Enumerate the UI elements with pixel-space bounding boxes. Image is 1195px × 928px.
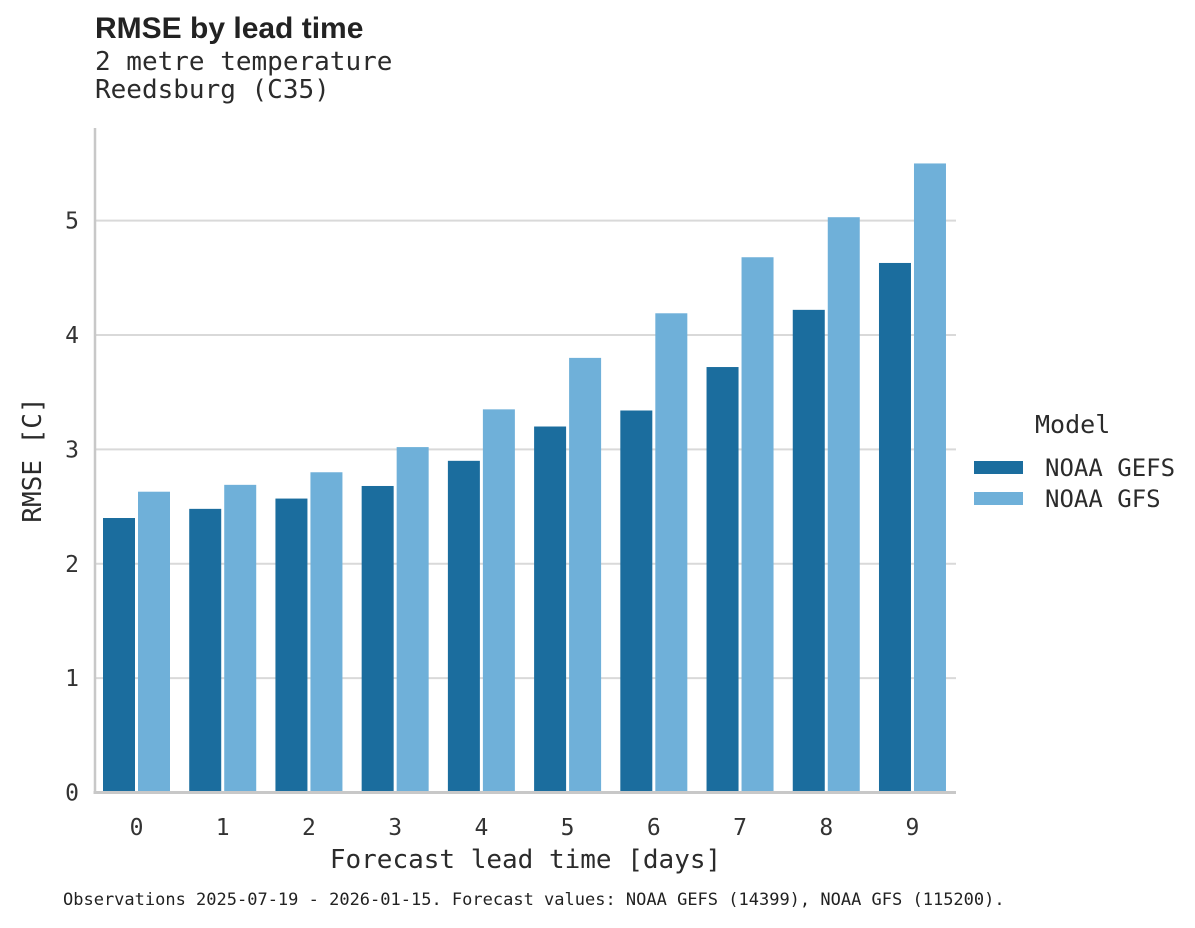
bar-noaa-gfs-day-4 bbox=[482, 409, 515, 793]
legend-swatch-gfs-icon bbox=[974, 492, 1023, 505]
chart-subtitle-location: Reedsburg (C35) bbox=[95, 75, 330, 105]
bar-noaa-gfs-day-0 bbox=[138, 491, 170, 793]
chart-title: RMSE by lead time bbox=[95, 12, 364, 45]
bar-noaa-gefs-day-2 bbox=[275, 498, 308, 793]
bar-noaa-gefs-day-4 bbox=[447, 460, 480, 793]
bar-noaa-gfs-day-3 bbox=[396, 447, 429, 793]
legend-title: Model bbox=[1035, 410, 1111, 439]
x-tick-label-9: 9 bbox=[906, 815, 920, 841]
legend: Model NOAA GEFS NOAA GFS bbox=[974, 410, 1175, 514]
caption: Observations 2025-07-19 - 2026-01-15. Fo… bbox=[63, 890, 1005, 910]
x-tick-label-6: 6 bbox=[647, 815, 661, 841]
legend-item-noaa-gfs: NOAA GFS bbox=[974, 483, 1175, 514]
y-axis-title: RMSE [C] bbox=[18, 397, 48, 523]
bar-noaa-gefs-day-8 bbox=[792, 309, 825, 793]
bar-noaa-gfs-day-8 bbox=[827, 217, 860, 793]
bar-noaa-gefs-day-5 bbox=[534, 426, 567, 793]
x-tick-label-5: 5 bbox=[561, 815, 575, 841]
legend-label-gefs: NOAA GEFS bbox=[1045, 453, 1176, 482]
bar-noaa-gfs-day-6 bbox=[655, 313, 688, 793]
bar-noaa-gfs-day-1 bbox=[224, 484, 257, 793]
bar-noaa-gefs-day-7 bbox=[706, 367, 739, 793]
bar-noaa-gefs-day-1 bbox=[189, 508, 222, 793]
chart-subtitle-variable: 2 metre temperature bbox=[95, 47, 393, 77]
bar-noaa-gfs-day-7 bbox=[741, 257, 774, 793]
x-tick-label-2: 2 bbox=[302, 815, 316, 841]
legend-swatch-gefs-icon bbox=[974, 461, 1023, 474]
bar-noaa-gefs-day-0 bbox=[103, 518, 135, 793]
x-axis-title: Forecast lead time [days] bbox=[329, 845, 722, 875]
x-tick-label-4: 4 bbox=[474, 815, 488, 841]
x-tick-label-0: 0 bbox=[130, 815, 144, 841]
bar-noaa-gefs-day-3 bbox=[361, 485, 394, 793]
legend-item-noaa-gefs: NOAA GEFS bbox=[974, 452, 1175, 483]
y-tick-label-1: 1 bbox=[65, 666, 79, 692]
x-tick-label-7: 7 bbox=[733, 815, 747, 841]
y-tick-label-2: 2 bbox=[65, 552, 79, 578]
bar-noaa-gefs-day-6 bbox=[620, 410, 653, 793]
y-tick-label-0: 0 bbox=[65, 781, 79, 807]
bar-noaa-gfs-day-2 bbox=[310, 472, 343, 793]
chart-subtitle: 2 metre temperature Reedsburg (C35) bbox=[95, 48, 392, 104]
x-tick-label-8: 8 bbox=[819, 815, 833, 841]
x-tick-label-3: 3 bbox=[388, 815, 402, 841]
bar-noaa-gefs-day-9 bbox=[878, 262, 911, 793]
bar-noaa-gfs-day-9 bbox=[913, 163, 946, 793]
bar-noaa-gfs-day-5 bbox=[569, 357, 602, 793]
legend-label-gfs: NOAA GFS bbox=[1045, 484, 1161, 513]
y-tick-label-4: 4 bbox=[65, 323, 79, 349]
y-tick-label-5: 5 bbox=[65, 209, 79, 235]
x-tick-label-1: 1 bbox=[216, 815, 230, 841]
y-tick-label-3: 3 bbox=[65, 437, 79, 463]
